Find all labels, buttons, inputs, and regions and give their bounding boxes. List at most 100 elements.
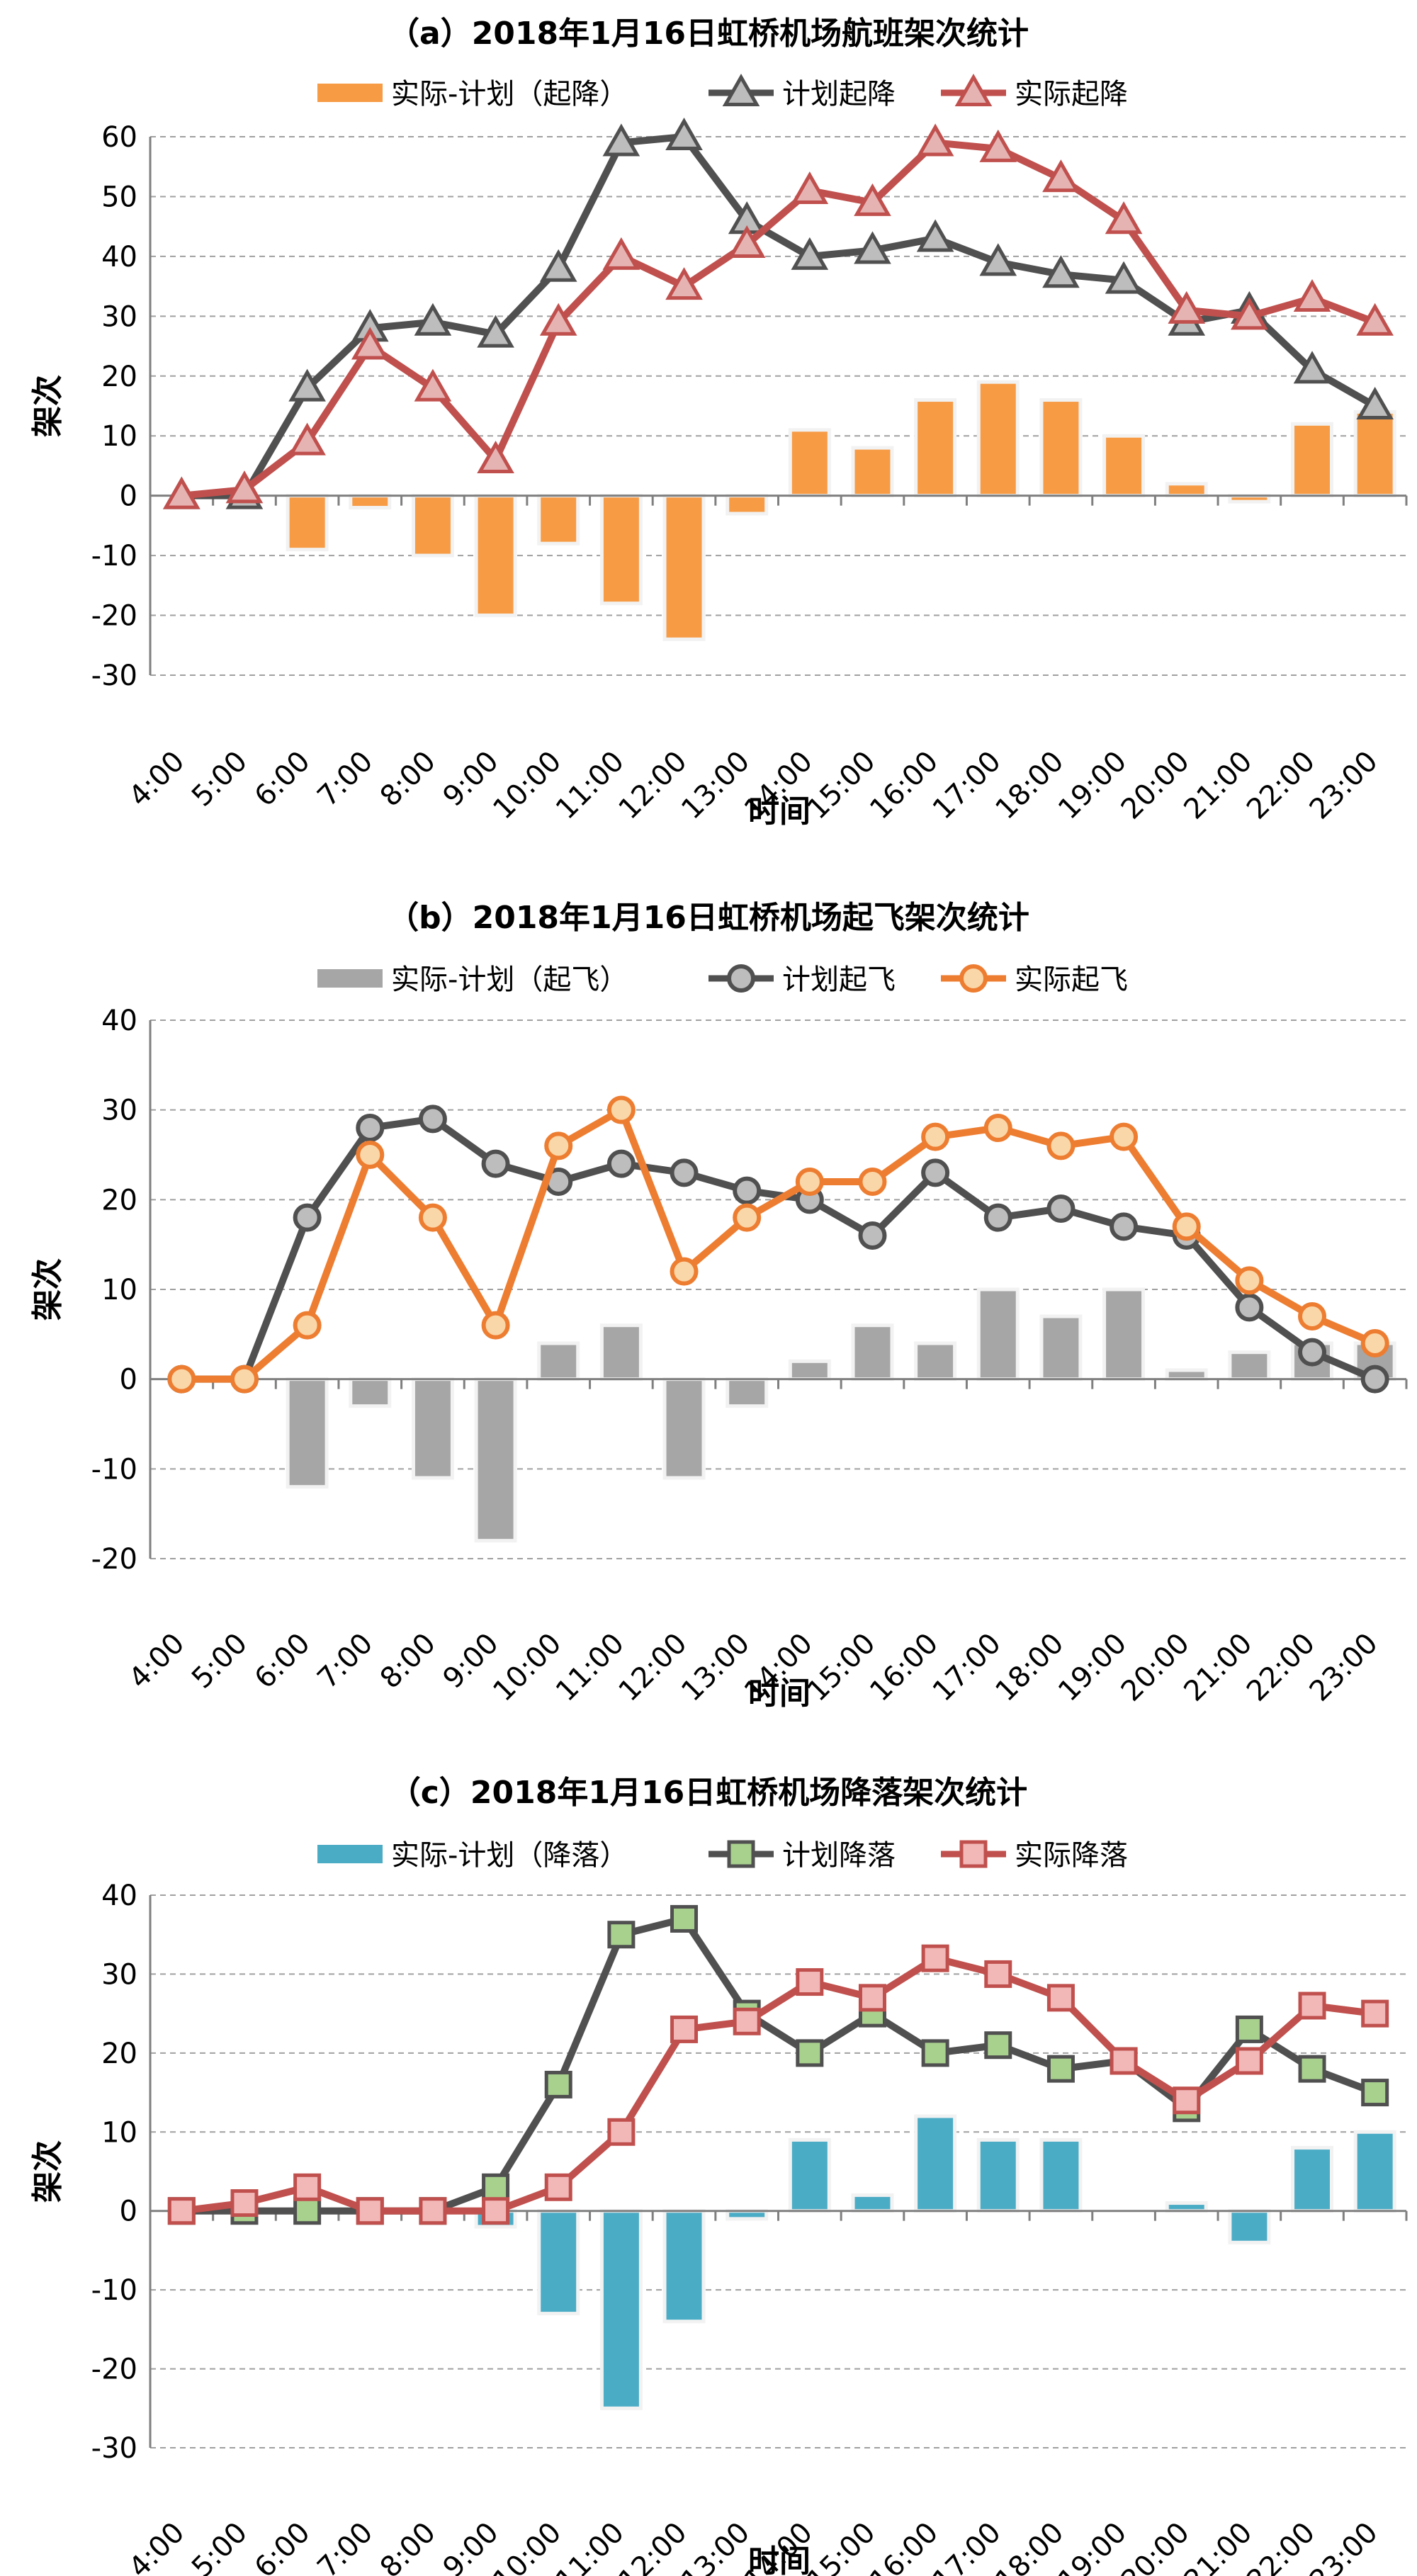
point-实际起飞-10:00 <box>544 1131 573 1160</box>
point-实际降落-18:00 <box>1046 1984 1075 2012</box>
x-tick-label: 4:00 <box>123 1627 191 1695</box>
bar-23:00 <box>1353 2130 1396 2213</box>
y-tick-label: -20 <box>91 1543 137 1576</box>
point-实际起飞-9:00 <box>481 1311 510 1340</box>
x-tick-label: 19:00 <box>1052 2516 1133 2576</box>
point-实际降落-16:00 <box>921 1944 949 1972</box>
x-tick-label: 6:00 <box>249 2516 317 2576</box>
point-计划起飞-15:00 <box>858 1221 887 1250</box>
bar-18:00 <box>1039 2137 1083 2213</box>
point-实际起降-16:00 <box>916 123 954 157</box>
point-实际起降-13:00 <box>728 225 766 258</box>
x-tick-label: 12:00 <box>613 745 694 826</box>
x-tick-label: 18:00 <box>989 745 1070 826</box>
point-实际降落-4:00 <box>167 2197 196 2225</box>
y-tick-label: 0 <box>120 480 137 513</box>
legend-item: 计划起飞 <box>708 964 896 996</box>
y-tick-label: 10 <box>101 2116 137 2149</box>
y-axis-title: 架次 <box>30 2140 66 2203</box>
bar-13:00 <box>726 1377 769 1408</box>
x-tick-label: 21:00 <box>1178 1627 1258 1708</box>
legend-item: 实际降落 <box>941 1839 1128 1872</box>
x-tick-label: 17:00 <box>927 2516 1007 2576</box>
x-tick-label: 15:00 <box>801 1627 882 1708</box>
legend-marker-icon <box>727 1840 755 1868</box>
bar-16:00 <box>914 1341 957 1382</box>
point-计划降落-23:00 <box>1361 2079 1389 2107</box>
bar-23:00 <box>1353 409 1396 498</box>
point-计划起飞-6:00 <box>293 1203 322 1232</box>
x-tick-label: 17:00 <box>927 745 1007 826</box>
point-计划起降-17:00 <box>979 243 1017 276</box>
point-计划降落-12:00 <box>670 1904 699 1933</box>
x-tick-label: 23:00 <box>1304 1627 1384 1708</box>
y-tick-label: 30 <box>101 300 137 333</box>
point-实际起飞-6:00 <box>293 1311 322 1340</box>
point-计划起降-12:00 <box>665 117 703 150</box>
point-实际起飞-23:00 <box>1360 1329 1389 1357</box>
y-tick-label: -20 <box>91 600 137 633</box>
point-实际起飞-12:00 <box>670 1257 699 1286</box>
y-tick-label: 50 <box>101 181 137 213</box>
x-tick-label: 7:00 <box>311 745 379 813</box>
legend-item: 实际-计划（降落） <box>317 1839 628 1872</box>
point-计划降落-21:00 <box>1235 2015 1263 2043</box>
x-tick-label: 11:00 <box>550 1627 631 1708</box>
x-tick-label: 11:00 <box>550 2516 631 2576</box>
x-tick-label: 4:00 <box>123 2516 191 2576</box>
y-tick-label: 0 <box>120 1364 137 1396</box>
point-计划起降-18:00 <box>1042 255 1080 288</box>
bar-9:00 <box>474 494 517 618</box>
point-计划起降-23:00 <box>1356 386 1394 419</box>
chart-title: （b）2018年1月16日虹桥机场起飞架次统计 <box>388 900 1029 936</box>
point-实际起降-4:00 <box>163 476 201 509</box>
bar-13:00 <box>726 2209 769 2221</box>
point-实际起降-22:00 <box>1293 278 1331 312</box>
x-tick-label: 22:00 <box>1241 1627 1321 1708</box>
point-计划起降-11:00 <box>602 123 640 157</box>
bar-20:00 <box>1165 2201 1208 2213</box>
x-tick-label: 18:00 <box>989 1627 1070 1708</box>
x-tick-label: 5:00 <box>186 2516 254 2576</box>
bar-10:00 <box>537 494 580 546</box>
bar-17:00 <box>976 2137 1020 2213</box>
x-tick-label: 16:00 <box>864 745 944 826</box>
point-实际起飞-7:00 <box>356 1141 385 1169</box>
legend: 实际-计划（降落） 计划降落 实际降落 <box>317 1839 1128 1872</box>
bar-14:00 <box>788 1359 831 1382</box>
point-实际起降-14:00 <box>791 171 829 204</box>
point-实际起飞-20:00 <box>1172 1212 1201 1241</box>
point-实际降落-17:00 <box>984 1960 1012 1988</box>
bar-11:00 <box>599 494 643 606</box>
bar-10:00 <box>537 2209 580 2316</box>
point-实际降落-15:00 <box>858 1984 886 2012</box>
point-实际起降-19:00 <box>1105 201 1143 235</box>
x-tick-label: 7:00 <box>311 1627 379 1695</box>
legend-marker-icon <box>954 73 993 106</box>
point-实际降落-12:00 <box>670 2015 699 2043</box>
point-实际起飞-21:00 <box>1235 1266 1264 1295</box>
y-axis-title: 架次 <box>30 375 66 437</box>
y-tick-label: 10 <box>101 420 137 453</box>
point-计划起飞-17:00 <box>983 1203 1012 1232</box>
point-计划降落-11:00 <box>607 1921 636 1949</box>
bar-16:00 <box>914 398 957 498</box>
y-tick-label: 10 <box>101 1274 137 1306</box>
bar-19:00 <box>1102 1287 1146 1382</box>
point-实际起飞-15:00 <box>858 1168 887 1196</box>
point-实际起飞-5:00 <box>230 1365 259 1394</box>
y-tick-label: -10 <box>91 540 137 572</box>
point-计划降落-14:00 <box>796 2039 824 2067</box>
legend-label: 实际起降 <box>1015 78 1128 111</box>
point-计划起飞-9:00 <box>481 1149 510 1178</box>
x-tick-label: 10:00 <box>487 745 568 826</box>
x-tick-label: 4:00 <box>123 745 191 813</box>
legend-label: 计划起降 <box>782 78 896 111</box>
y-tick-label: 20 <box>101 1184 137 1216</box>
series-line-实际起飞 <box>181 1106 1377 1383</box>
x-tick-label: 15:00 <box>801 2516 882 2576</box>
legend-label: 实际起飞 <box>1015 964 1128 996</box>
legend-marker-icon <box>727 964 755 993</box>
bar-14:00 <box>788 2137 831 2213</box>
